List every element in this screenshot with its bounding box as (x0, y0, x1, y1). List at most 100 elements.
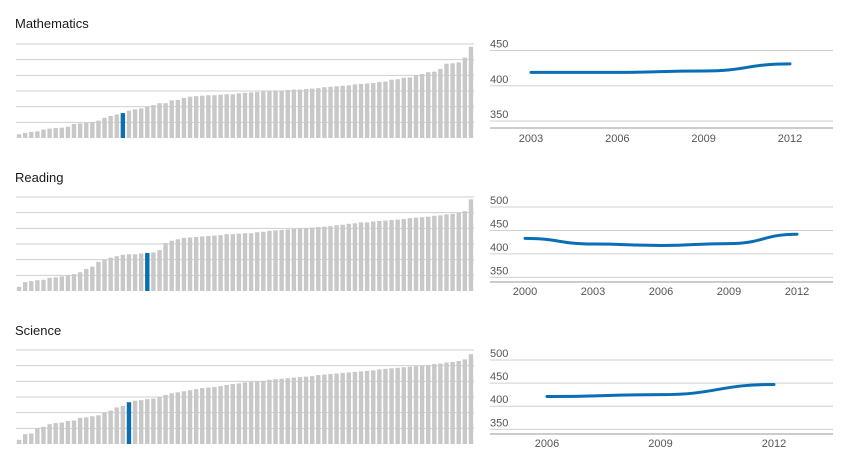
bar (206, 95, 211, 138)
bar (175, 99, 181, 138)
x-tick-label: 2006 (605, 133, 629, 145)
y-tick-label: 350 (490, 109, 508, 121)
bar (22, 132, 28, 138)
bar (200, 95, 205, 138)
bar (444, 362, 449, 444)
bar (114, 256, 119, 291)
bar (65, 126, 71, 138)
bar (41, 426, 46, 444)
bar (334, 86, 339, 138)
y-tick-label: 450 (490, 371, 508, 383)
bar-chart-2 (16, 349, 474, 444)
bar (322, 374, 327, 444)
bar (22, 282, 28, 291)
bar (181, 237, 187, 291)
bar (328, 226, 333, 291)
bar (450, 362, 455, 444)
bar (187, 237, 193, 291)
bar (29, 281, 34, 291)
bar (438, 215, 443, 291)
bar (224, 234, 229, 291)
bar (291, 377, 297, 444)
bar (352, 84, 358, 138)
bar-chart-0 (16, 43, 474, 138)
bar (395, 79, 400, 138)
bar (364, 222, 370, 291)
bar (77, 123, 83, 138)
bar (35, 131, 40, 138)
x-tick-label: 2006 (535, 438, 559, 450)
bar (316, 375, 321, 444)
mathematics-title: Mathematics (15, 16, 89, 31)
bar (90, 266, 95, 291)
bar (444, 63, 449, 138)
bar (59, 422, 64, 444)
bar (102, 259, 107, 291)
bar (84, 268, 89, 291)
bar (462, 359, 468, 444)
bar-chart-1 (16, 196, 474, 291)
bar (358, 83, 364, 138)
bar (377, 82, 382, 138)
bar (29, 131, 34, 138)
bar (419, 365, 425, 444)
bar (126, 254, 132, 291)
bar (432, 364, 437, 444)
bar (383, 368, 388, 444)
bar (230, 234, 235, 291)
x-tick-label: 2003 (519, 133, 543, 145)
bar (163, 394, 168, 444)
bar (157, 397, 162, 444)
bar (193, 389, 199, 444)
x-tick-label: 2003 (581, 286, 605, 298)
bar (236, 233, 242, 291)
bar (371, 83, 376, 138)
highlighted-bar (145, 252, 150, 291)
bar (444, 214, 449, 291)
bar (267, 230, 272, 291)
bar (334, 373, 339, 444)
bar (395, 219, 400, 291)
y-tick-label: 350 (490, 417, 508, 429)
x-tick-label: 2012 (778, 133, 802, 145)
bar (383, 220, 388, 291)
bar (71, 123, 77, 138)
bar (242, 233, 248, 291)
x-tick-label: 2000 (513, 286, 537, 298)
bar (108, 257, 113, 291)
bar (41, 129, 46, 138)
bar (126, 110, 132, 138)
x-tick-label: 2012 (785, 286, 809, 298)
bar (468, 354, 474, 444)
x-tick-label: 2009 (717, 286, 741, 298)
bar (47, 128, 52, 138)
bar (16, 134, 22, 138)
bar (96, 120, 101, 138)
bar (309, 376, 315, 444)
bar (230, 383, 235, 444)
bar (218, 94, 223, 138)
bar (248, 381, 254, 444)
series-line (523, 232, 799, 247)
x-tick-label: 2009 (648, 438, 672, 450)
bar (120, 254, 126, 291)
bar (120, 405, 126, 444)
bar (340, 224, 345, 291)
bar (151, 252, 156, 291)
x-tick-label: 2012 (762, 438, 786, 450)
bar (138, 400, 144, 444)
bar (84, 417, 89, 444)
bar (169, 393, 174, 444)
bar (22, 434, 28, 444)
bar (438, 363, 443, 444)
bar (407, 218, 413, 291)
y-tick-label: 400 (490, 242, 508, 254)
bar (169, 240, 174, 291)
y-tick-label: 500 (490, 348, 508, 360)
bar (389, 220, 394, 291)
bar (303, 228, 309, 291)
bar (377, 369, 382, 444)
bar (255, 91, 260, 138)
bar (102, 412, 107, 444)
